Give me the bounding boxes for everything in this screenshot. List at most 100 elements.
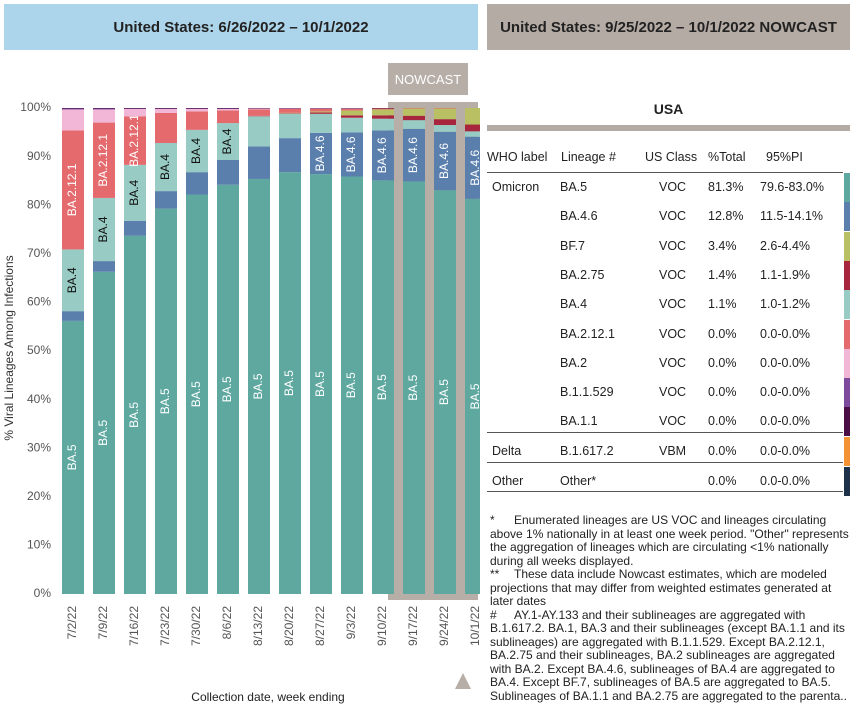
segment-label: BA.4: [65, 267, 79, 293]
bar-segment: [93, 261, 115, 272]
bar-segment: [217, 184, 239, 594]
bar-segment: [62, 249, 84, 312]
bar-segment: [372, 115, 394, 119]
bar-segment: [403, 115, 425, 121]
bar-segment: [341, 176, 363, 594]
y-tick-label: 0%: [34, 586, 52, 600]
interval: 11.5-14.1%: [760, 209, 824, 224]
x-tick-label: 9/24/22: [437, 606, 451, 646]
who-label: Omicron: [492, 180, 540, 194]
bar-segment: [93, 108, 115, 110]
y-axis-label: % Viral Lineages Among Infections: [2, 255, 16, 440]
segment-label: BA.2.12.1: [127, 114, 141, 167]
segment-label: BA.4: [220, 128, 234, 154]
lineage: BA.4: [560, 297, 588, 312]
bar-segment: [403, 108, 425, 116]
bar-segment: [372, 118, 394, 131]
us-class: VOC: [659, 355, 687, 370]
column-header: 95%PI: [766, 150, 803, 164]
x-tick-label: 7/2/22: [65, 606, 79, 640]
color-swatch: [844, 260, 850, 290]
lineage: BF.7: [560, 238, 586, 253]
y-tick-label: 10%: [27, 538, 51, 552]
bar-segment: [434, 108, 456, 120]
x-tick-label: 7/30/22: [189, 606, 203, 646]
interval: 1.0-1.2%: [760, 297, 811, 312]
bar-segment: [186, 129, 208, 173]
bar-segment: [341, 110, 363, 116]
x-tick-label: 8/13/22: [251, 606, 265, 646]
us-class: VOC: [659, 385, 687, 400]
bar-segment: [124, 116, 146, 165]
percent-total: 81.3%: [708, 180, 744, 194]
nowcast-label: NOWCAST: [388, 63, 468, 95]
footnote: * Enumerated lineages are US VOC and line…: [490, 513, 852, 568]
percent-total: 1.1%: [708, 297, 737, 312]
segment-label: BA.4.6: [344, 136, 358, 172]
color-swatch: [844, 319, 850, 349]
bar-segment: [372, 180, 394, 594]
color-swatch: [844, 202, 850, 232]
segment-label: BA.5: [406, 374, 420, 400]
bar-segment: [465, 124, 480, 132]
percent-total: 0.0%: [708, 444, 737, 459]
interval: 0.0-0.0%: [760, 355, 811, 370]
bar-segment: [186, 194, 208, 594]
y-tick-label: 30%: [27, 440, 51, 454]
bar-segment: [124, 235, 146, 594]
bar-segment: [93, 197, 115, 262]
us-class: VOC: [659, 297, 687, 312]
interval: 0.0-0.0%: [760, 474, 811, 488]
table-title: USA: [653, 101, 684, 117]
color-swatch: [844, 173, 850, 202]
bar-segment: [186, 111, 208, 130]
footnote-text: These data include Nowcast estimates, wh…: [490, 567, 832, 608]
lineage: BA.2: [560, 355, 588, 370]
bar-segment: [403, 120, 425, 129]
bar-segment: [62, 311, 84, 321]
column-header: %Total: [708, 150, 746, 164]
color-swatch: [844, 348, 850, 378]
segment-label: BA.2.12.1: [96, 134, 110, 187]
column-header: US Class: [645, 150, 698, 164]
lineage: BA.5: [560, 180, 588, 194]
bar-segment: [434, 119, 456, 126]
bar-segment: [403, 128, 425, 182]
bar-segment: [434, 190, 456, 594]
bar-segment: [310, 174, 332, 594]
lineage: BA.2.12.1: [560, 326, 615, 341]
x-tick-label: 8/27/22: [313, 606, 327, 646]
segment-label: BA.4: [189, 138, 203, 164]
bar-segment: [93, 109, 115, 123]
x-tick-label: 8/6/22: [220, 606, 234, 640]
y-tick-label: 80%: [27, 197, 51, 211]
bar-segment: [155, 112, 177, 143]
segment-label: BA.5: [282, 370, 296, 396]
bar-segment: [279, 138, 301, 173]
segment-label: BA.4.6: [313, 135, 327, 171]
interval: 0.0-0.0%: [760, 326, 811, 341]
bar-segment: [124, 108, 146, 117]
x-tick-label: 10/1/22: [468, 606, 480, 646]
x-tick-label: 9/17/22: [406, 606, 420, 646]
segment-label: BA.5: [158, 388, 172, 414]
y-tick-label: 70%: [27, 246, 51, 260]
lineage-table: USA WHO label Lineage # US Class %Total 95%P…: [487, 95, 850, 505]
bar-segment: [62, 108, 84, 110]
segment-label: BA.5: [437, 379, 451, 405]
interval: 2.6-4.4%: [760, 238, 811, 253]
column-header: WHO label: [487, 150, 548, 164]
bar-segment: [248, 116, 270, 147]
segment-label: BA.4: [158, 154, 172, 180]
bar-segment: [186, 108, 208, 112]
scroll-arrow[interactable]: [455, 673, 471, 689]
interval: 0.0-0.0%: [760, 385, 811, 400]
segment-label: BA.4.6: [437, 143, 451, 179]
percent-total: 1.4%: [708, 267, 737, 282]
bar-segment: [124, 164, 146, 221]
percent-total: 0.0%: [708, 474, 737, 488]
table-rule: [487, 491, 843, 493]
bar-segment: [93, 122, 115, 198]
us-class: VOC: [659, 326, 687, 341]
bar-segment: [248, 109, 270, 116]
